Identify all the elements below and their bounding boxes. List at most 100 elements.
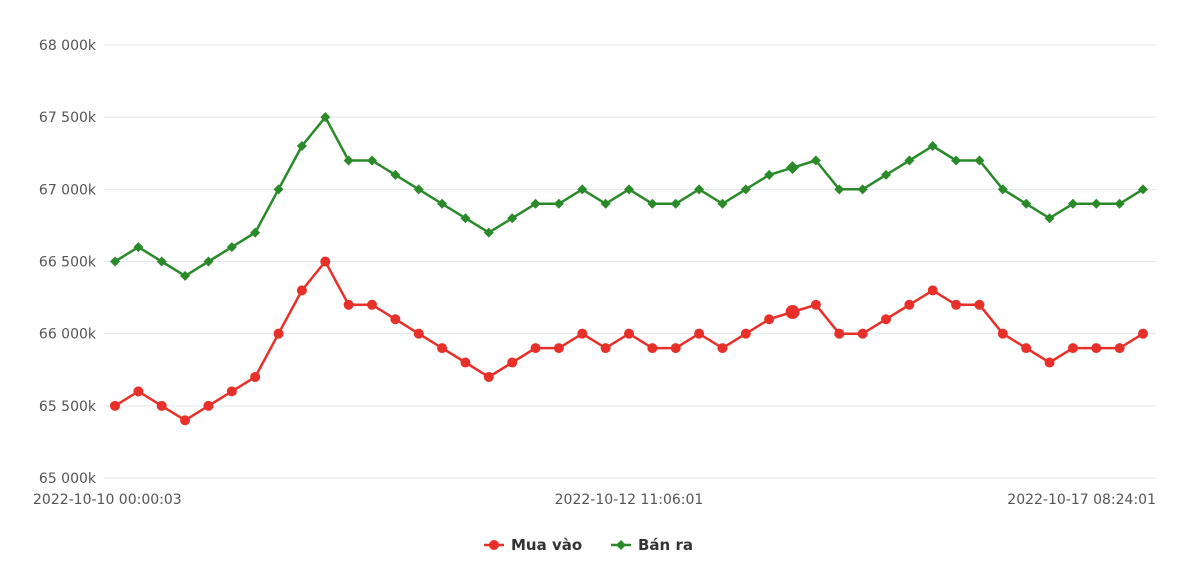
- data-point[interactable]: [133, 242, 144, 253]
- y-tick-label: 67 000k: [39, 182, 97, 198]
- data-point[interactable]: [670, 343, 681, 354]
- data-point[interactable]: [226, 242, 237, 253]
- data-point[interactable]: [904, 155, 915, 166]
- data-point[interactable]: [1021, 198, 1032, 209]
- data-point[interactable]: [951, 299, 962, 310]
- data-point[interactable]: [296, 141, 307, 152]
- data-point[interactable]: [1114, 343, 1125, 354]
- data-point[interactable]: [460, 357, 471, 368]
- series-line: [114, 260, 1144, 422]
- data-point[interactable]: [1114, 198, 1125, 209]
- data-point[interactable]: [1067, 198, 1078, 209]
- data-point[interactable]: [250, 227, 261, 238]
- data-point[interactable]: [530, 343, 541, 354]
- legend-label: Bán ra: [638, 536, 693, 554]
- data-point[interactable]: [133, 386, 144, 397]
- data-point[interactable]: [1138, 328, 1148, 339]
- data-point[interactable]: [320, 256, 331, 267]
- data-point[interactable]: [507, 357, 518, 368]
- data-point[interactable]: [717, 198, 728, 209]
- data-point[interactable]: [951, 155, 962, 166]
- data-point[interactable]: [320, 112, 331, 123]
- data-point[interactable]: [810, 155, 821, 166]
- data-point[interactable]: [250, 371, 261, 382]
- data-point[interactable]: [577, 328, 588, 339]
- data-point[interactable]: [740, 184, 751, 195]
- data-point[interactable]: [834, 184, 845, 195]
- data-point[interactable]: [343, 155, 354, 166]
- data-point[interactable]: [483, 227, 494, 238]
- data-point[interactable]: [740, 328, 751, 339]
- data-point[interactable]: [881, 314, 891, 325]
- data-point[interactable]: [1091, 343, 1102, 354]
- data-point[interactable]: [343, 299, 354, 310]
- legend-item-ban-ra[interactable]: Bán ra: [611, 536, 693, 554]
- data-point[interactable]: [786, 161, 800, 175]
- data-point[interactable]: [1091, 198, 1102, 209]
- data-point[interactable]: [785, 305, 800, 320]
- data-point[interactable]: [857, 328, 868, 339]
- series-ban-ra: [110, 112, 1148, 281]
- data-point[interactable]: [507, 213, 518, 224]
- data-point[interactable]: [367, 299, 377, 310]
- data-point[interactable]: [483, 371, 494, 382]
- data-point[interactable]: [390, 169, 401, 180]
- data-point[interactable]: [203, 400, 214, 411]
- data-point[interactable]: [857, 184, 868, 195]
- data-point[interactable]: [974, 155, 985, 166]
- data-point[interactable]: [110, 400, 120, 411]
- data-point[interactable]: [670, 198, 681, 209]
- y-tick-label: 65 000k: [39, 471, 97, 487]
- data-point[interactable]: [390, 314, 401, 325]
- data-point[interactable]: [1067, 343, 1078, 354]
- data-point[interactable]: [296, 285, 307, 296]
- data-point[interactable]: [624, 328, 634, 339]
- data-point[interactable]: [413, 328, 424, 339]
- data-point[interactable]: [694, 184, 705, 195]
- data-point[interactable]: [156, 400, 167, 411]
- data-point[interactable]: [810, 299, 821, 310]
- data-point[interactable]: [553, 198, 564, 209]
- data-point[interactable]: [273, 328, 284, 339]
- data-point[interactable]: [974, 299, 985, 310]
- data-point[interactable]: [927, 285, 938, 296]
- data-point[interactable]: [624, 184, 634, 195]
- data-point[interactable]: [600, 343, 611, 354]
- data-point[interactable]: [437, 343, 448, 354]
- data-point[interactable]: [367, 155, 377, 166]
- x-tick-label: 2022-10-17 08:24:01: [1007, 492, 1156, 508]
- series-line: [114, 115, 1144, 278]
- data-point[interactable]: [156, 256, 167, 267]
- data-point[interactable]: [226, 386, 237, 397]
- data-point[interactable]: [764, 314, 775, 325]
- data-point[interactable]: [577, 184, 588, 195]
- data-point[interactable]: [460, 213, 471, 224]
- data-point[interactable]: [1044, 357, 1055, 368]
- data-point[interactable]: [881, 169, 891, 180]
- data-point[interactable]: [1021, 343, 1032, 354]
- data-point[interactable]: [203, 256, 214, 267]
- data-point[interactable]: [1138, 184, 1148, 195]
- data-point[interactable]: [997, 184, 1008, 195]
- data-point[interactable]: [904, 299, 915, 310]
- y-tick-label: 65 500k: [39, 399, 97, 415]
- data-point[interactable]: [647, 198, 658, 209]
- data-point[interactable]: [180, 415, 191, 426]
- data-point[interactable]: [553, 343, 564, 354]
- data-point[interactable]: [997, 328, 1008, 339]
- data-point[interactable]: [180, 270, 191, 281]
- data-point[interactable]: [600, 198, 611, 209]
- data-point[interactable]: [273, 184, 284, 195]
- data-point[interactable]: [647, 343, 658, 354]
- data-point[interactable]: [437, 198, 448, 209]
- data-point[interactable]: [694, 328, 705, 339]
- data-point[interactable]: [717, 343, 728, 354]
- data-point[interactable]: [1044, 213, 1055, 224]
- data-point[interactable]: [110, 256, 120, 267]
- legend-item-mua-vao[interactable]: Mua vào: [484, 536, 582, 554]
- data-point[interactable]: [764, 169, 775, 180]
- data-point[interactable]: [530, 198, 541, 209]
- data-point[interactable]: [927, 141, 938, 152]
- data-point[interactable]: [413, 184, 424, 195]
- data-point[interactable]: [834, 328, 845, 339]
